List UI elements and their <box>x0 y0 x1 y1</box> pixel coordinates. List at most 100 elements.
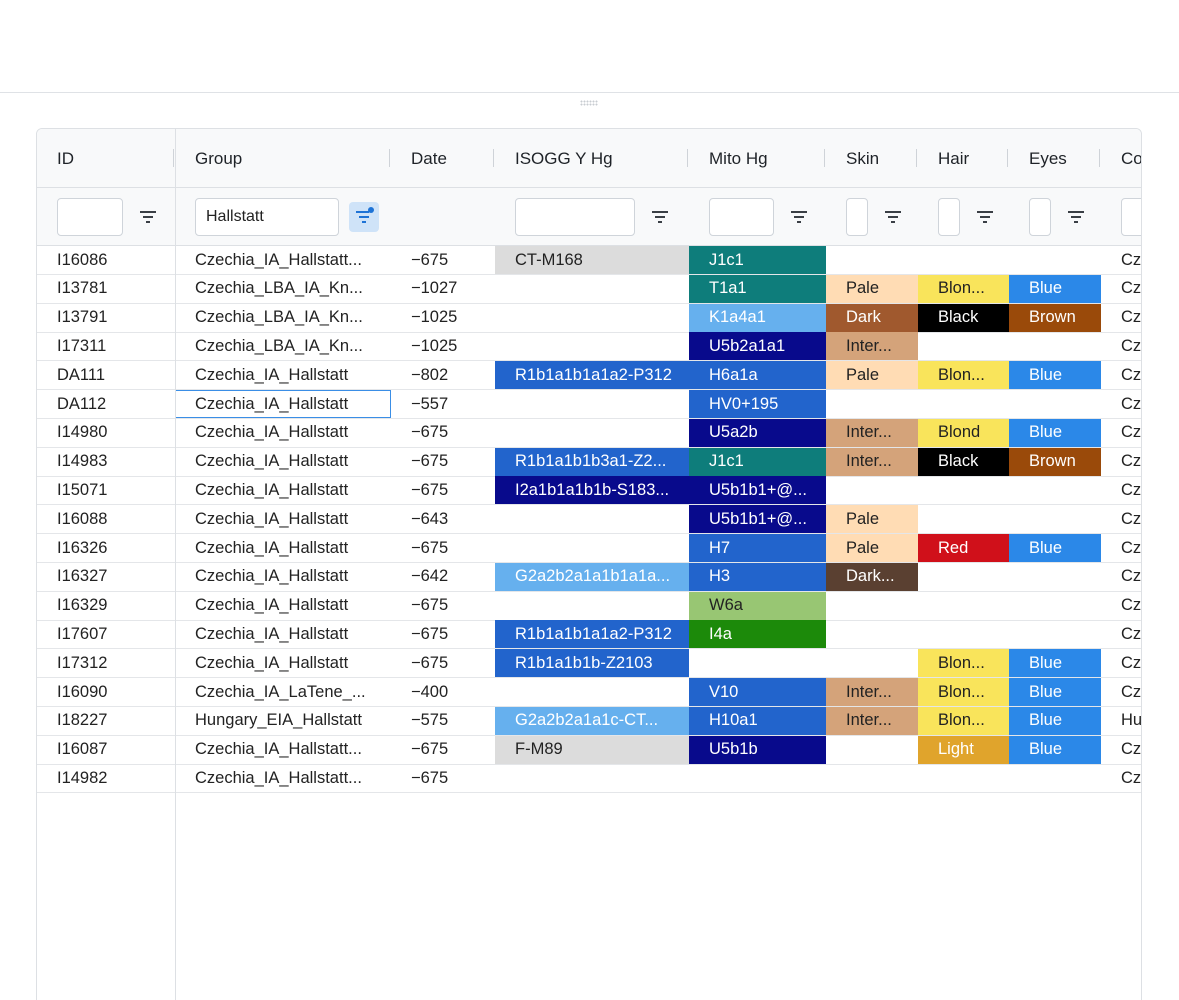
cell-mito[interactable] <box>689 649 826 677</box>
column-header-mito[interactable]: Mito Hg <box>709 148 768 168</box>
cell-ydna[interactable]: I2a1b1a1b1b-S183... <box>495 476 689 505</box>
cell-id[interactable]: I16088 <box>57 509 108 528</box>
cell-country[interactable]: Cze <box>1121 596 1142 615</box>
table-row[interactable]: I16090 Czechia_IA_LaTene_... −400 V10 Inter.… <box>37 678 1142 707</box>
column-header-hair[interactable]: Hair <box>938 148 970 168</box>
cell-date[interactable]: −675 <box>411 596 449 615</box>
cell-eyes[interactable] <box>1009 332 1101 360</box>
column-header-date[interactable]: Date <box>411 148 447 168</box>
cell-eyes[interactable]: Brown <box>1009 303 1101 332</box>
column-header-id[interactable]: ID <box>57 148 74 168</box>
column-header-group[interactable]: Group <box>195 148 243 168</box>
cell-eyes[interactable]: Blue <box>1009 418 1101 447</box>
cell-hair[interactable]: Blon... <box>918 706 1009 735</box>
cell-skin[interactable] <box>826 736 918 764</box>
cell-country[interactable]: Cze <box>1121 509 1142 528</box>
cell-hair[interactable] <box>918 592 1009 620</box>
column-resize-handle[interactable] <box>824 149 825 167</box>
table-row[interactable]: I13791 Czechia_LBA_IA_Kn... −1025 K1a4a1 Dar… <box>37 303 1141 333</box>
filter-input-id[interactable] <box>57 198 123 236</box>
cell-id[interactable]: I16329 <box>57 596 108 615</box>
cell-id[interactable]: DA112 <box>57 394 107 413</box>
cell-country[interactable]: Cze <box>1121 452 1142 471</box>
cell-eyes[interactable] <box>1009 505 1101 533</box>
cell-mito[interactable]: I4a <box>689 620 826 649</box>
cell-country[interactable]: Cze <box>1121 682 1142 701</box>
filter-icon[interactable] <box>645 202 675 232</box>
cell-skin[interactable]: Inter... <box>826 332 918 361</box>
cell-date[interactable]: −1025 <box>411 308 458 327</box>
cell-id[interactable]: I14980 <box>57 423 108 442</box>
cell-hair[interactable]: Blond <box>918 418 1009 447</box>
cell-skin[interactable]: Pale <box>826 505 918 534</box>
cell-eyes[interactable] <box>1009 246 1101 274</box>
cell-country[interactable]: Cze <box>1121 480 1142 499</box>
cell-id[interactable]: I16086 <box>57 250 108 269</box>
table-row[interactable]: I16329 Czechia_IA_Hallstatt −675 W6a Cze <box>37 591 1142 621</box>
cell-country[interactable]: Hu <box>1121 711 1142 730</box>
cell-ydna[interactable]: G2a2b2a1a1b1a1a... <box>495 562 689 591</box>
cell-group[interactable]: Czechia_IA_Hallstatt <box>195 567 349 586</box>
cell-skin[interactable]: Dark... <box>826 562 918 591</box>
cell-hair[interactable] <box>918 390 1009 418</box>
cell-hair[interactable]: Black <box>918 447 1009 476</box>
cell-hair[interactable]: Red <box>918 534 1009 562</box>
filter-input-eyes[interactable] <box>1029 198 1051 236</box>
cell-ydna[interactable] <box>495 275 689 303</box>
cell-hair[interactable] <box>918 476 1009 504</box>
cell-hair[interactable] <box>918 563 1009 591</box>
cell-eyes[interactable]: Blue <box>1009 649 1101 678</box>
filter-active-icon[interactable] <box>349 202 379 232</box>
table-row[interactable]: I16088 Czechia_IA_Hallstatt −643 U5b1b1+@..… <box>37 505 1142 535</box>
column-resize-handle[interactable] <box>173 149 174 167</box>
table-row[interactable]: I17311 Czechia_LBA_IA_Kn... −1025 U5b2a1a1 I… <box>37 332 1141 362</box>
column-resize-handle[interactable] <box>687 149 688 167</box>
table-row[interactable]: I14983 Czechia_IA_Hallstatt −675 R1b1a1b1b3… <box>37 447 1142 477</box>
table-row[interactable]: I14982 Czechia_IA_Hallstatt... −675 Cze <box>37 764 1141 794</box>
cell-mito[interactable]: V10 <box>689 678 826 706</box>
cell-mito[interactable]: J1c1 <box>689 447 826 476</box>
cell-mito[interactable] <box>689 764 826 792</box>
cell-ydna[interactable] <box>495 678 689 706</box>
cell-date[interactable]: −1025 <box>411 336 458 355</box>
table-row[interactable]: I17312 Czechia_IA_Hallstatt −675 R1b1a1b1b-… <box>37 649 1141 679</box>
resize-handle[interactable] <box>580 100 598 106</box>
cell-ydna[interactable] <box>495 534 689 562</box>
filter-input-group[interactable]: Hallstatt <box>195 198 339 236</box>
cell-skin[interactable]: Pale <box>826 534 918 562</box>
cell-hair[interactable] <box>918 505 1009 533</box>
cell-mito[interactable]: U5b2a1a1 <box>689 332 826 361</box>
cell-country[interactable]: Cze <box>1121 740 1142 759</box>
cell-skin[interactable] <box>826 764 918 792</box>
column-header-eyes[interactable]: Eyes <box>1029 148 1067 168</box>
cell-ydna[interactable] <box>495 419 689 447</box>
column-resize-handle[interactable] <box>493 149 494 167</box>
table-row[interactable]: I16326 Czechia_IA_Hallstatt −675 H7 Pale Red B… <box>37 534 1142 563</box>
cell-ydna[interactable] <box>495 304 689 332</box>
cell-mito[interactable]: H3 <box>689 562 826 591</box>
cell-id[interactable]: I16090 <box>57 682 108 701</box>
cell-date[interactable]: −675 <box>411 740 449 759</box>
filter-icon[interactable] <box>1061 202 1091 232</box>
cell-group[interactable]: Czechia_IA_Hallstatt <box>175 390 391 418</box>
cell-skin[interactable]: Inter... <box>826 706 918 735</box>
cell-skin[interactable]: Inter... <box>826 678 918 706</box>
cell-eyes[interactable] <box>1009 476 1101 504</box>
cell-country[interactable]: Cze <box>1121 624 1142 643</box>
cell-hair[interactable]: Blon... <box>918 678 1009 706</box>
table-row[interactable]: DA111 Czechia_IA_Hallstatt −802 R1b1a1b1a1a… <box>37 361 1141 391</box>
cell-country[interactable]: Cze <box>1121 567 1142 586</box>
cell-skin[interactable]: Inter... <box>826 418 918 447</box>
table-row[interactable]: I16327 Czechia_IA_Hallstatt −642 G2a2b2a1a1… <box>37 562 1142 592</box>
cell-eyes[interactable]: Blue <box>1009 678 1101 706</box>
cell-group[interactable]: Czechia_IA_Hallstatt <box>195 509 349 528</box>
cell-id[interactable]: I14982 <box>57 768 108 787</box>
cell-date[interactable]: −675 <box>411 653 449 672</box>
cell-skin[interactable]: Inter... <box>826 447 918 476</box>
cell-hair[interactable] <box>918 332 1009 360</box>
cell-hair[interactable] <box>918 620 1009 648</box>
cell-skin[interactable] <box>826 649 918 677</box>
cell-country[interactable]: Cze <box>1121 538 1142 557</box>
cell-country[interactable]: Cze <box>1121 279 1142 298</box>
cell-eyes[interactable]: Blue <box>1009 274 1101 303</box>
